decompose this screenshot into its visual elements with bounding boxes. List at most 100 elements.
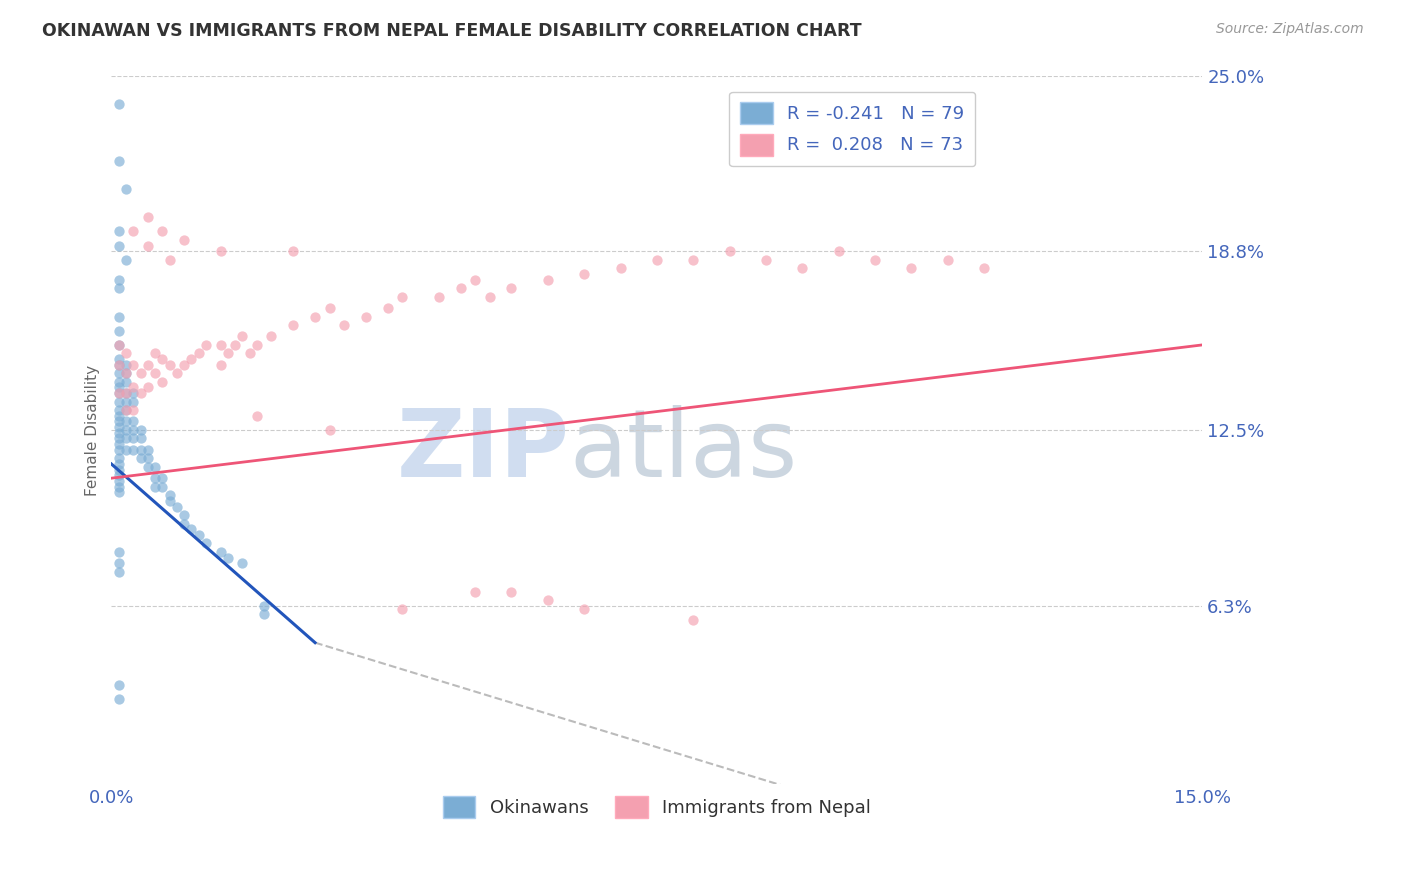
Point [115, 182, 138, 196]
Point [115, 366, 138, 380]
Text: OKINAWAN VS IMMIGRANTS FROM NEPAL FEMALE DISABILITY CORRELATION CHART: OKINAWAN VS IMMIGRANTS FROM NEPAL FEMALE… [42, 22, 862, 40]
Point [136, 238, 159, 252]
Point [122, 380, 145, 394]
Point [246, 409, 269, 423]
Point [645, 252, 668, 267]
Point [572, 601, 595, 615]
Point [253, 607, 276, 622]
Point [792, 261, 814, 276]
Point [537, 273, 560, 287]
Point [166, 366, 188, 380]
Point [129, 451, 152, 466]
Point [187, 528, 209, 542]
Point [136, 211, 159, 225]
Point [115, 346, 138, 360]
Point [107, 394, 129, 409]
Point [115, 414, 138, 428]
Point [354, 310, 377, 324]
Text: ZIP: ZIP [396, 405, 569, 497]
Point [239, 346, 262, 360]
Point [194, 536, 217, 550]
Point [209, 338, 232, 352]
Point [107, 442, 129, 457]
Point [115, 386, 138, 401]
Point [107, 678, 129, 692]
Point [115, 386, 138, 401]
Point [136, 358, 159, 372]
Point [217, 346, 239, 360]
Point [129, 386, 152, 401]
Point [122, 225, 145, 239]
Text: Source: ZipAtlas.com: Source: ZipAtlas.com [1216, 22, 1364, 37]
Point [107, 352, 129, 367]
Point [863, 252, 886, 267]
Point [180, 352, 202, 367]
Point [115, 358, 138, 372]
Point [115, 403, 138, 417]
Point [107, 414, 129, 428]
Point [115, 375, 138, 389]
Point [122, 358, 145, 372]
Point [159, 252, 181, 267]
Point [150, 225, 173, 239]
Point [129, 432, 152, 446]
Point [107, 403, 129, 417]
Point [283, 244, 305, 259]
Point [900, 261, 922, 276]
Point [283, 318, 305, 332]
Point [936, 252, 959, 267]
Point [115, 394, 138, 409]
Text: atlas: atlas [569, 405, 797, 497]
Point [107, 545, 129, 559]
Point [107, 366, 129, 380]
Point [718, 244, 741, 259]
Point [107, 324, 129, 338]
Point [122, 423, 145, 437]
Point [173, 233, 195, 247]
Point [464, 584, 486, 599]
Point [115, 423, 138, 437]
Legend: Okinawans, Immigrants from Nepal: Okinawans, Immigrants from Nepal [436, 789, 879, 825]
Point [122, 432, 145, 446]
Point [755, 252, 778, 267]
Point [107, 281, 129, 295]
Point [246, 338, 269, 352]
Point [572, 267, 595, 281]
Point [107, 358, 129, 372]
Point [173, 516, 195, 531]
Point [107, 474, 129, 488]
Point [143, 346, 166, 360]
Point [122, 442, 145, 457]
Y-axis label: Female Disability: Female Disability [86, 365, 100, 496]
Point [159, 358, 181, 372]
Point [107, 480, 129, 494]
Point [107, 432, 129, 446]
Point [107, 463, 129, 477]
Point [115, 252, 138, 267]
Point [107, 386, 129, 401]
Point [173, 508, 195, 522]
Point [150, 480, 173, 494]
Point [107, 225, 129, 239]
Point [377, 301, 399, 315]
Point [122, 386, 145, 401]
Point [253, 599, 276, 613]
Point [107, 338, 129, 352]
Point [391, 601, 413, 615]
Point [122, 403, 145, 417]
Point [107, 437, 129, 451]
Point [318, 301, 340, 315]
Point [209, 244, 232, 259]
Point [159, 488, 181, 502]
Point [115, 432, 138, 446]
Point [143, 459, 166, 474]
Point [159, 494, 181, 508]
Point [129, 442, 152, 457]
Point [464, 273, 486, 287]
Point [107, 238, 129, 252]
Point [501, 584, 523, 599]
Point [304, 310, 326, 324]
Point [107, 358, 129, 372]
Point [166, 500, 188, 514]
Point [260, 329, 283, 343]
